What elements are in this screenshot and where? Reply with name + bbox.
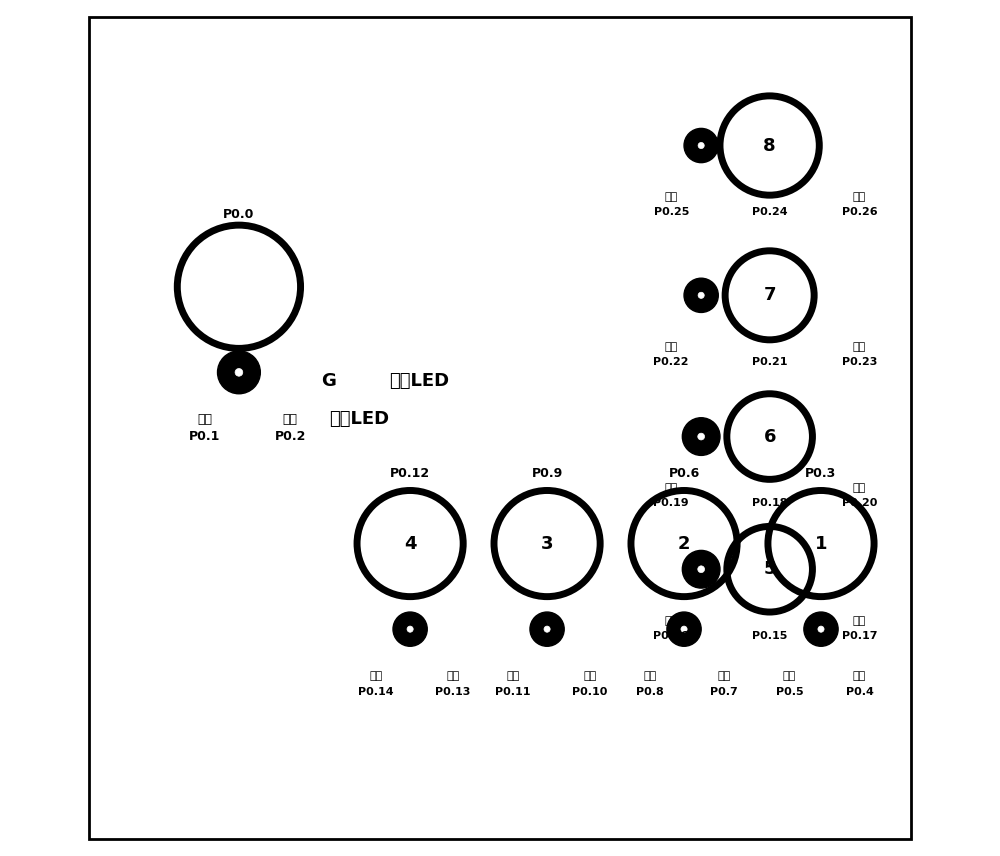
Text: 2: 2 [678,534,690,553]
Text: 状态LED: 状态LED [389,372,449,390]
Text: 右旋: 右旋 [853,671,866,681]
Circle shape [684,278,718,312]
Circle shape [684,128,718,163]
Circle shape [393,612,427,646]
Text: 左旋: 左旋 [665,192,678,202]
Text: 右旋: 右旋 [853,342,866,352]
Text: 5: 5 [763,560,776,579]
Circle shape [544,626,550,633]
Text: 左旋: 左旋 [665,483,678,493]
Text: P0.22: P0.22 [653,357,689,367]
Text: 左旋: 左旋 [665,615,678,626]
Text: P0.12: P0.12 [390,467,430,480]
FancyBboxPatch shape [89,17,911,839]
Circle shape [698,292,704,299]
Text: P0.20: P0.20 [842,498,877,508]
Text: P0.9: P0.9 [531,467,563,480]
Text: P0.1: P0.1 [189,430,220,443]
Text: P0.16: P0.16 [653,631,689,641]
Circle shape [681,626,687,633]
Text: G: G [321,372,336,390]
Text: P0.19: P0.19 [653,498,689,508]
Circle shape [235,369,243,377]
Text: P0.0: P0.0 [223,207,255,221]
Text: 右旋: 右旋 [853,483,866,493]
Circle shape [698,142,704,149]
Circle shape [804,612,838,646]
Circle shape [682,550,720,588]
Text: P0.6: P0.6 [668,467,700,480]
Circle shape [530,612,564,646]
Text: 右旋: 右旋 [446,671,460,681]
Text: 6: 6 [763,427,776,446]
Circle shape [218,351,260,394]
Text: 操作LED: 操作LED [329,410,389,429]
Text: P0.14: P0.14 [358,687,394,697]
Text: 右旋: 右旋 [853,192,866,202]
Text: 左旋: 左旋 [643,671,656,681]
Text: P0.7: P0.7 [710,687,738,697]
Text: 右旋: 右旋 [283,413,298,426]
Text: 8: 8 [763,136,776,155]
Text: 左旋: 左旋 [197,413,212,426]
Text: P0.18: P0.18 [752,498,787,508]
Text: P0.17: P0.17 [842,631,877,641]
Text: P0.5: P0.5 [776,687,803,697]
Text: P0.13: P0.13 [435,687,471,697]
Text: 左旋: 左旋 [369,671,383,681]
Circle shape [682,418,720,455]
Circle shape [407,626,413,633]
Text: 左旋: 左旋 [665,342,678,352]
Circle shape [698,566,705,573]
Text: P0.23: P0.23 [842,357,877,367]
Text: P0.21: P0.21 [752,357,787,367]
Text: P0.4: P0.4 [846,687,873,697]
Text: P0.10: P0.10 [572,687,608,697]
Text: P0.25: P0.25 [654,207,689,217]
Text: P0.26: P0.26 [842,207,877,217]
Text: P0.2: P0.2 [275,430,306,443]
Text: 右旋: 右旋 [718,671,731,681]
Text: 3: 3 [541,534,553,553]
Circle shape [667,612,701,646]
Circle shape [818,626,824,633]
Text: P0.24: P0.24 [752,207,787,217]
Circle shape [698,433,705,440]
Text: 右旋: 右旋 [583,671,597,681]
Text: 右旋: 右旋 [853,615,866,626]
Text: P0.3: P0.3 [805,467,837,480]
Text: P0.15: P0.15 [752,631,787,641]
Text: P0.11: P0.11 [495,687,531,697]
Text: 左旋: 左旋 [506,671,519,681]
Text: P0.8: P0.8 [636,687,664,697]
Text: 左旋: 左旋 [783,671,796,681]
Text: 1: 1 [815,534,827,553]
Text: 4: 4 [404,534,416,553]
Text: 7: 7 [763,286,776,305]
